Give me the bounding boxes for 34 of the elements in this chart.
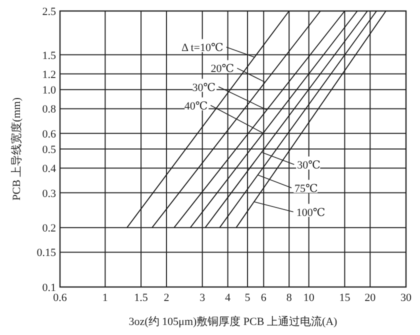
x-tick-label: 4 bbox=[225, 292, 232, 304]
x-tick-label: 6 bbox=[260, 292, 267, 304]
annotation: 40℃ bbox=[184, 100, 208, 112]
y-tick-label: 1.2 bbox=[42, 68, 56, 81]
x-tick-label: 3 bbox=[200, 292, 206, 304]
y-tick-label: 0.8 bbox=[42, 104, 56, 116]
annotation: 30℃ bbox=[192, 82, 216, 94]
x-tick-label: 15 bbox=[339, 292, 351, 304]
annotation: 30℃ bbox=[297, 160, 320, 172]
annotation: Δ t=10℃ bbox=[182, 42, 224, 54]
y-tick-label: 0.4 bbox=[42, 163, 56, 176]
x-tick-label: 20 bbox=[364, 292, 376, 304]
x-tick-label: 5 bbox=[244, 292, 251, 304]
annotation: 20℃ bbox=[210, 63, 234, 76]
x-axis-title: 3oz(约 105μm)敷铜厚度 PCB 上通过电流(A) bbox=[128, 315, 338, 328]
y-tick-label: 0.15 bbox=[36, 247, 56, 260]
y-axis-title: PCB 上导线宽度(mm) bbox=[10, 97, 23, 200]
y-tick-label: 2.5 bbox=[42, 6, 56, 18]
y-tick-label: 0.1 bbox=[42, 282, 56, 294]
y-tick-label: 0.2 bbox=[42, 222, 56, 235]
y-tick-label: 0.5 bbox=[42, 144, 56, 156]
y-tick-label: 0.6 bbox=[42, 128, 56, 140]
x-tick-label: 2 bbox=[164, 292, 170, 304]
x-tick-label: 1 bbox=[102, 292, 108, 304]
annotation: 75℃ bbox=[294, 182, 318, 195]
y-tick-label: 0.3 bbox=[42, 188, 56, 200]
y-tick-label: 1.0 bbox=[42, 84, 56, 97]
x-tick-label: 0.6 bbox=[53, 292, 68, 304]
x-tick-label: 1.5 bbox=[134, 292, 148, 304]
x-tick-label: 10 bbox=[303, 292, 315, 304]
x-tick-label: 30 bbox=[400, 292, 412, 304]
x-tick-label: 8 bbox=[286, 292, 292, 304]
annotation: 100℃ bbox=[296, 206, 326, 219]
y-tick-label: 1.5 bbox=[42, 50, 56, 62]
